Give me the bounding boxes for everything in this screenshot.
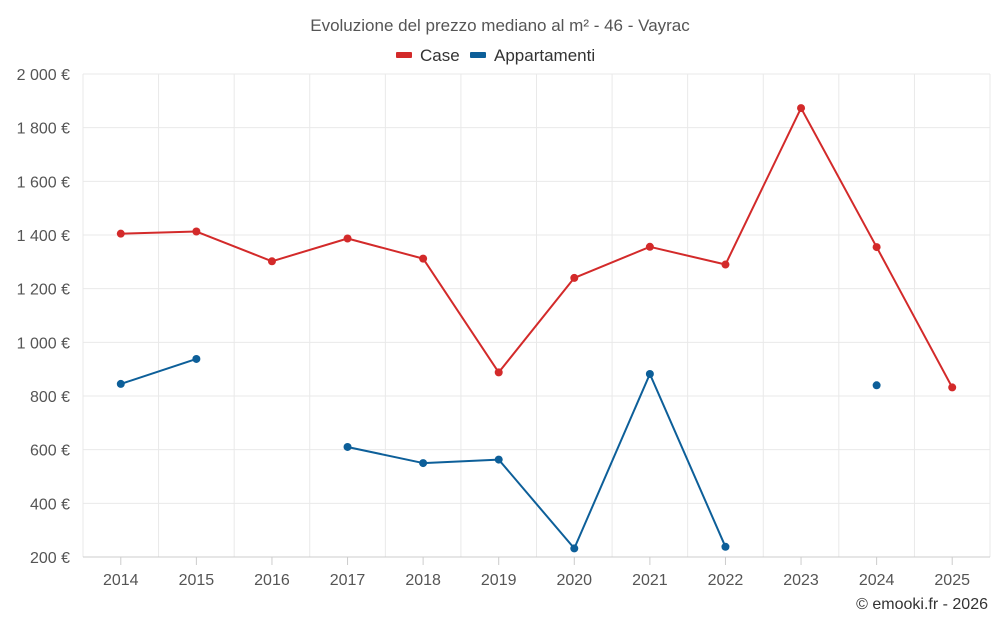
y-tick-label: 1 400 € xyxy=(17,228,70,245)
data-point xyxy=(419,254,428,263)
legend-item-case[interactable]: Case xyxy=(396,46,460,65)
x-tick-label: 2020 xyxy=(556,572,592,589)
data-point xyxy=(116,229,125,238)
x-tick-label: 2018 xyxy=(405,572,441,589)
data-point xyxy=(570,544,579,553)
y-tick-label: 1 800 € xyxy=(17,121,70,138)
chart-title: Evoluzione del prezzo mediano al m² - 46… xyxy=(310,16,690,35)
x-tick-label: 2017 xyxy=(330,572,366,589)
series-layer xyxy=(116,104,957,553)
y-tick-label: 1 200 € xyxy=(17,282,70,299)
x-tick-label: 2019 xyxy=(481,572,517,589)
y-tick-label: 200 € xyxy=(30,550,70,567)
data-point xyxy=(343,234,352,243)
data-point xyxy=(872,243,881,252)
data-point xyxy=(872,381,881,390)
series-line xyxy=(347,372,727,550)
series-line xyxy=(120,107,954,388)
series-case xyxy=(116,104,957,392)
data-point xyxy=(645,369,654,378)
y-tick-label: 400 € xyxy=(30,496,70,513)
x-tick-label: 2021 xyxy=(632,572,668,589)
x-tick-label: 2015 xyxy=(179,572,215,589)
data-point xyxy=(192,227,201,236)
y-tick-label: 600 € xyxy=(30,443,70,460)
y-tick-label: 1 000 € xyxy=(17,335,70,352)
data-point xyxy=(267,257,276,266)
data-point xyxy=(721,260,730,269)
legend-swatch xyxy=(470,52,486,58)
x-tick-label: 2025 xyxy=(934,572,970,589)
data-point xyxy=(192,354,201,363)
series-line xyxy=(120,358,197,385)
data-point xyxy=(570,273,579,282)
x-tick-label: 2023 xyxy=(783,572,819,589)
y-tick-label: 800 € xyxy=(30,389,70,406)
data-point xyxy=(343,442,352,451)
credit-text: © emooki.fr - 2026 xyxy=(856,596,988,613)
legend-swatch xyxy=(396,52,412,58)
data-point xyxy=(948,383,957,392)
data-point xyxy=(797,104,806,113)
legend-label: Case xyxy=(420,46,460,65)
x-tick-label: 2016 xyxy=(254,572,290,589)
x-tick-label: 2024 xyxy=(859,572,895,589)
data-point xyxy=(419,459,428,468)
y-tick-label: 2 000 € xyxy=(17,67,70,84)
y-tick-label: 1 600 € xyxy=(17,174,70,191)
series-appartamenti xyxy=(116,354,881,553)
axis-layer: 200 € 400 € 600 € 800 € 1 000 € 1 200 € 1 400 … xyxy=(17,67,990,589)
data-point xyxy=(116,379,125,388)
data-point xyxy=(494,368,503,377)
legend-label: Appartamenti xyxy=(494,46,595,65)
grid-layer xyxy=(82,73,991,558)
legend: Case Appartamenti xyxy=(396,46,595,65)
legend-item-appartamenti[interactable]: Appartamenti xyxy=(470,46,595,65)
data-point xyxy=(645,242,654,251)
x-tick-label: 2022 xyxy=(708,572,744,589)
data-point xyxy=(494,455,503,464)
x-tick-label: 2014 xyxy=(103,572,139,589)
data-point xyxy=(721,542,730,551)
